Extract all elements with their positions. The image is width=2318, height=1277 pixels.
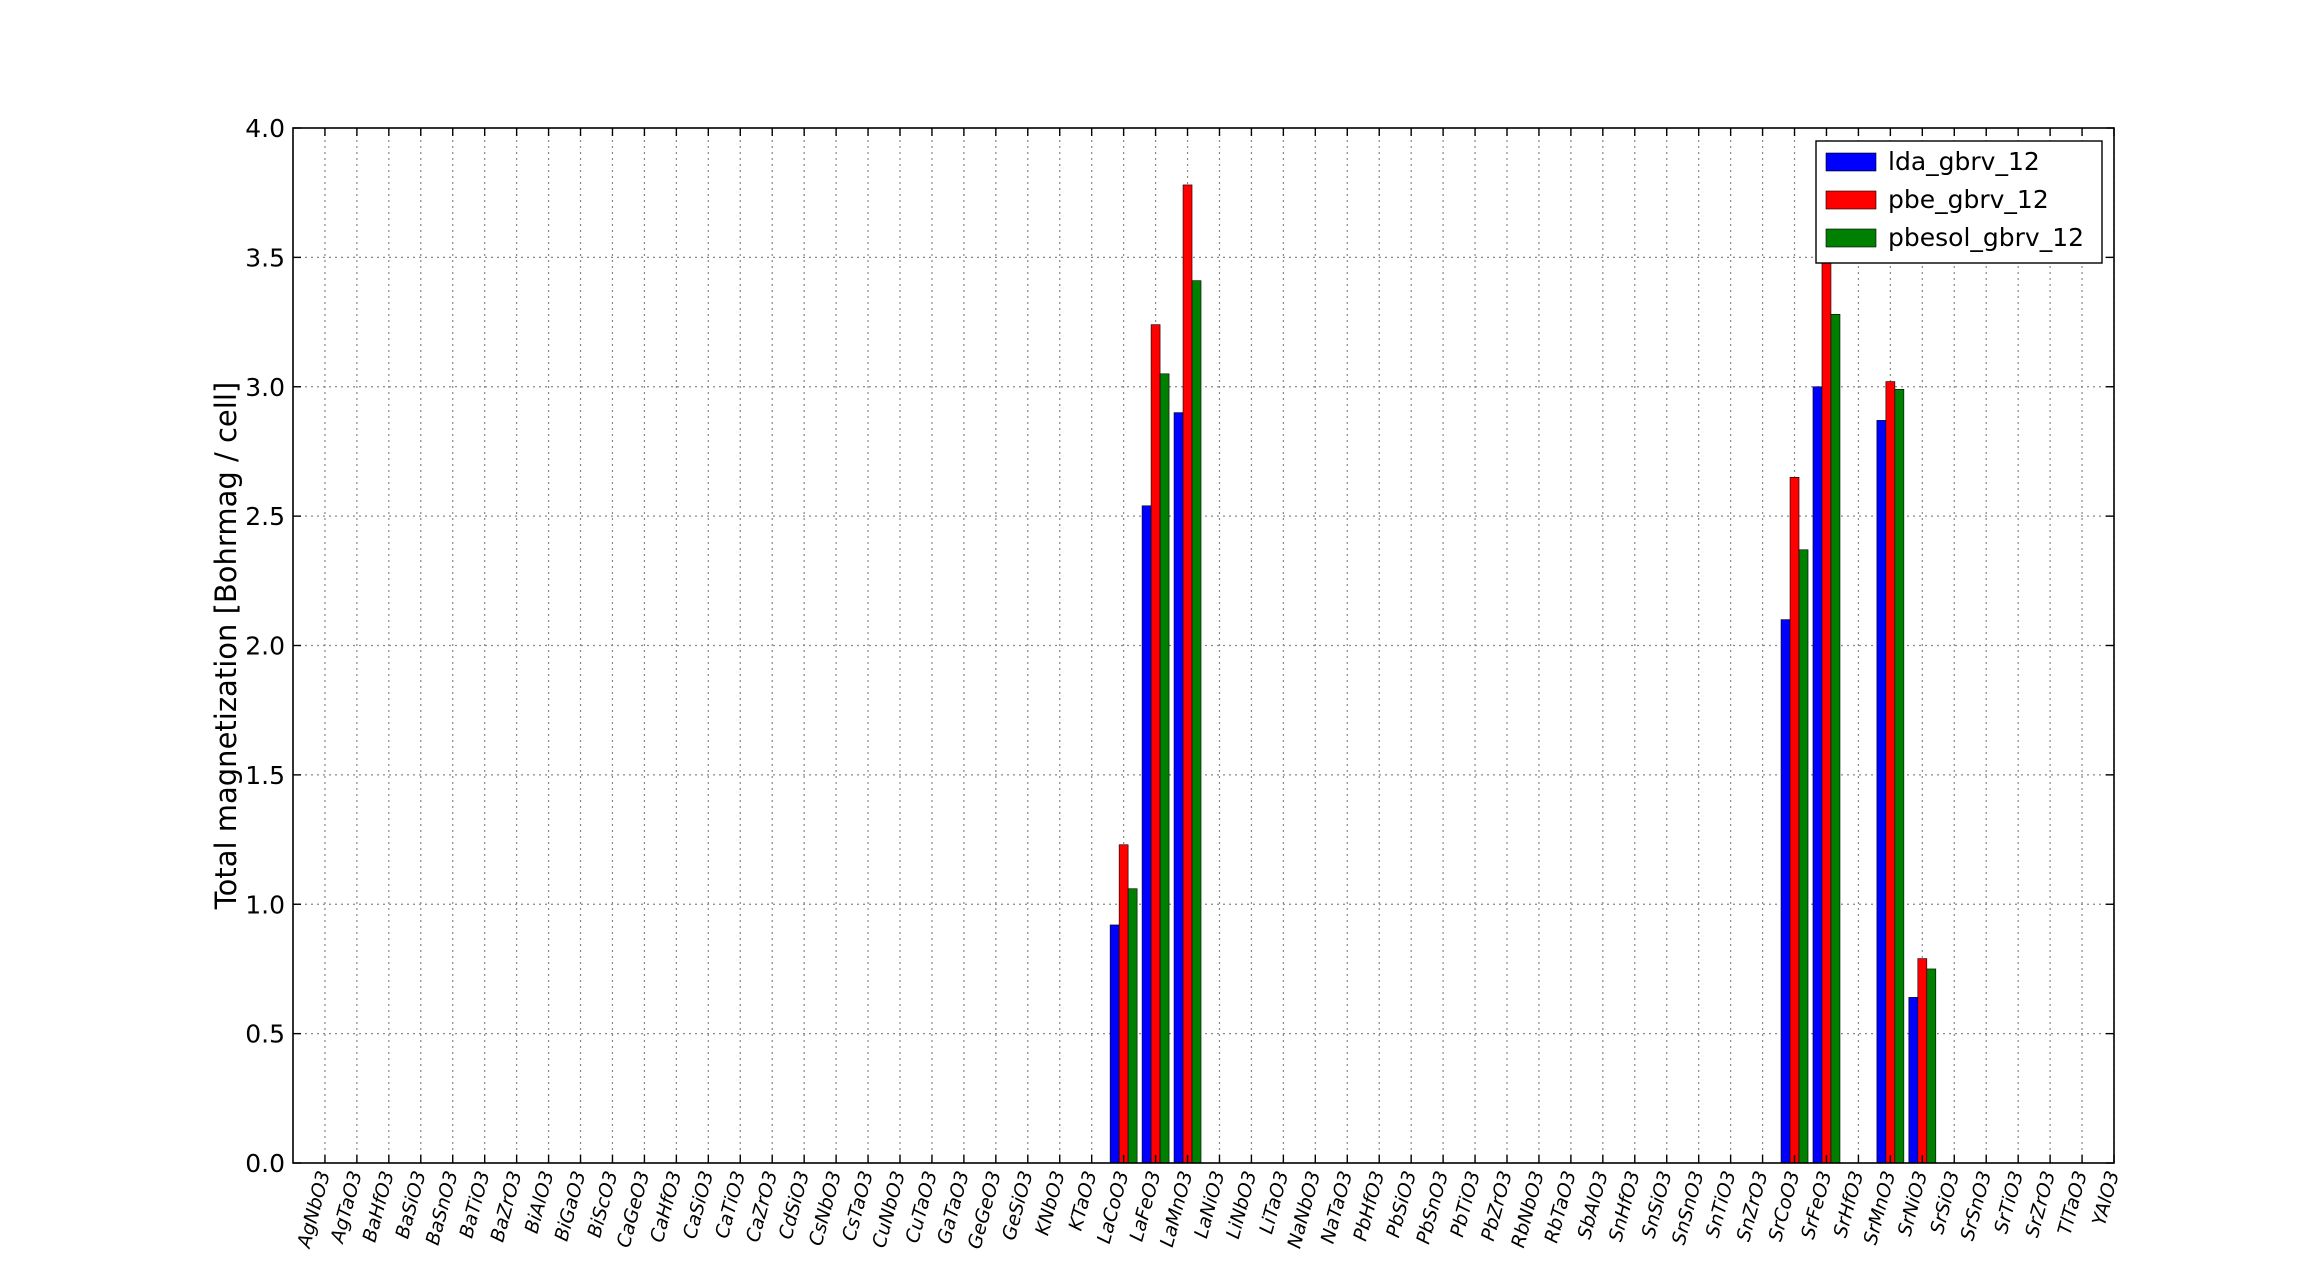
bar-pbe_gbrv_12-SrNiO3 <box>1917 958 1928 1164</box>
y-tick-label: 4.0 <box>245 114 285 143</box>
bars <box>1109 184 1937 1164</box>
bar-pbe_gbrv_12-LaCoO3 <box>1118 844 1129 1164</box>
bar-pbesol_gbrv_12-SrMnO3 <box>1894 389 1905 1164</box>
legend-label-lda_gbrv_12: lda_gbrv_12 <box>1888 147 2040 176</box>
bar-pbe_gbrv_12-LaMnO3 <box>1182 184 1193 1164</box>
y-tick-label: 0.5 <box>245 1020 285 1049</box>
legend-label-pbe_gbrv_12: pbe_gbrv_12 <box>1888 185 2049 214</box>
y-tick-label: 3.0 <box>245 373 285 402</box>
legend-label-pbesol_gbrv_12: pbesol_gbrv_12 <box>1888 223 2084 252</box>
bar-lda_gbrv_12-SrFeO3 <box>1812 386 1823 1164</box>
y-tick-label: 1.0 <box>245 890 285 919</box>
bar-pbesol_gbrv_12-SrFeO3 <box>1830 313 1841 1164</box>
bar-pbesol_gbrv_12-SrCoO3 <box>1798 549 1809 1164</box>
legend-swatch-pbesol_gbrv_12 <box>1825 228 1877 248</box>
bar-pbe_gbrv_12-SrMnO3 <box>1885 381 1896 1164</box>
bar-pbesol_gbrv_12-LaFeO3 <box>1159 373 1170 1164</box>
bar-lda_gbrv_12-LaCoO3 <box>1109 924 1120 1164</box>
bar-pbe_gbrv_12-LaFeO3 <box>1150 324 1161 1164</box>
y-tick-label: 1.5 <box>245 761 285 790</box>
y-tick-label: 0.0 <box>245 1149 285 1178</box>
bar-pbe_gbrv_12-SrCoO3 <box>1789 477 1800 1164</box>
axis-ticks <box>293 127 2115 1164</box>
bar-lda_gbrv_12-SrMnO3 <box>1876 420 1887 1164</box>
bar-lda_gbrv_12-SrNiO3 <box>1908 997 1919 1164</box>
y-tick-label: 2.5 <box>245 502 285 531</box>
bar-pbesol_gbrv_12-SrNiO3 <box>1926 968 1937 1164</box>
bar-pbesol_gbrv_12-LaCoO3 <box>1127 888 1138 1164</box>
bar-lda_gbrv_12-SrCoO3 <box>1780 619 1791 1164</box>
legend-swatch-lda_gbrv_12 <box>1825 152 1877 172</box>
bar-lda_gbrv_12-LaFeO3 <box>1141 505 1152 1164</box>
bar-pbe_gbrv_12-SrFeO3 <box>1821 249 1832 1164</box>
y-tick-label: 2.0 <box>245 632 285 661</box>
y-tick-labels: 0.0 0.5 1.0 1.5 2.0 2.5 3.0 3.5 4.0 <box>245 114 285 1178</box>
y-tick-label: 3.5 <box>245 243 285 272</box>
y-axis-title: Total magnetization [Bohrmag / cell] <box>209 382 243 910</box>
legend: lda_gbrv_12 pbe_gbrv_12 pbesol_gbrv_12 <box>1815 140 2103 264</box>
legend-swatch-pbe_gbrv_12 <box>1825 190 1877 210</box>
bar-lda_gbrv_12-LaMnO3 <box>1173 412 1184 1164</box>
x-tick-labels: AgNbO3AgTaO3BaHfO3BaSiO3BaSnO3BaTiO3BaZr… <box>293 1169 2124 1252</box>
bar-pbesol_gbrv_12-LaMnO3 <box>1191 280 1202 1164</box>
